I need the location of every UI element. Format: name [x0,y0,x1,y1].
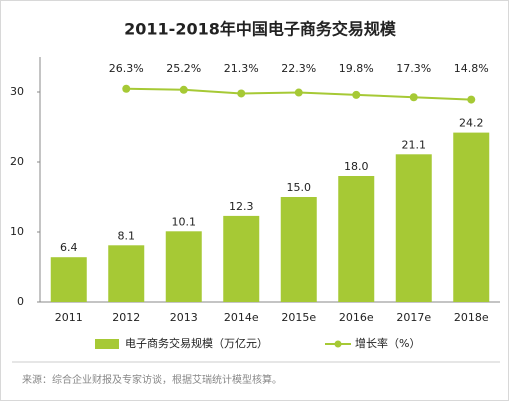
line-marker [237,89,246,98]
x-tick-label: 2011 [55,311,83,324]
line-value-label: 19.8% [339,62,374,75]
x-tick-label: 2014e [224,311,259,324]
y-tick-label: 10 [10,225,24,238]
bar-value-label: 12.3 [229,200,254,213]
line-marker [352,90,361,99]
x-tick-label: 2016e [339,311,374,324]
line-marker [467,95,476,104]
legend-label: 增长率（%） [355,336,420,350]
bar-value-label: 24.2 [459,117,484,130]
line-marker [409,93,418,102]
bar [453,132,490,302]
y-tick-label: 30 [10,85,24,98]
bar-value-label: 21.1 [402,138,427,151]
y-tick-label: 20 [10,155,24,168]
line-value-label: 26.3% [109,62,144,75]
legend-swatch-marker [334,340,342,348]
bar-value-label: 18.0 [344,160,369,173]
bar-value-label: 8.1 [118,229,136,242]
x-tick-label: 2013 [170,311,198,324]
bar [223,215,260,302]
y-tick-label: 0 [17,295,24,308]
bar [50,257,87,302]
bar-value-label: 15.0 [287,181,312,194]
legend-swatch [95,339,119,349]
line-marker [122,84,131,93]
chart-title: 2011-2018年中国电子商务交易规模 [124,20,397,39]
x-tick-label: 2012 [112,311,140,324]
source-note: 来源：综合企业财报及专家访谈，根据艾瑞统计模型核算。 [22,373,282,386]
bar-value-label: 10.1 [172,215,197,228]
bar [280,197,317,302]
legend-label: 电子商务交易规模（万亿元） [125,336,268,350]
bar [338,176,375,302]
line-value-label: 25.2% [166,62,201,75]
bar [395,154,432,302]
line-value-label: 17.3% [396,62,431,75]
x-tick-label: 2015e [281,311,316,324]
bar-value-label: 6.4 [60,241,78,254]
x-tick-label: 2018e [454,311,489,324]
line-marker [179,85,188,94]
line-value-label: 22.3% [281,62,316,75]
line-value-label: 21.3% [224,62,259,75]
bar [108,245,145,302]
line-value-label: 14.8% [454,62,489,75]
line-marker [294,88,303,97]
bar [165,231,202,302]
x-tick-label: 2017e [396,311,431,324]
